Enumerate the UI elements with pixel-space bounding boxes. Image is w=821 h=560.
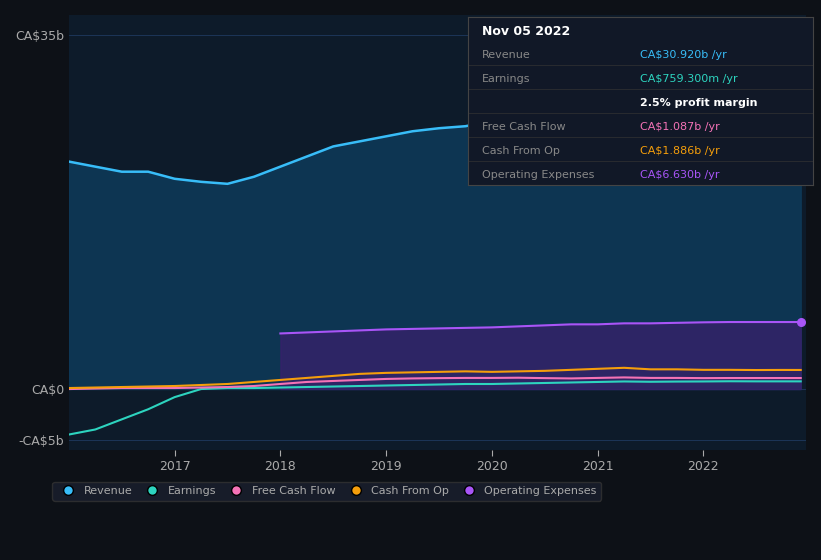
Point xyxy=(794,318,807,326)
Text: Earnings: Earnings xyxy=(482,74,530,84)
Text: Free Cash Flow: Free Cash Flow xyxy=(482,122,566,132)
Text: CA$1.087b /yr: CA$1.087b /yr xyxy=(640,122,720,132)
Text: CA$1.886b /yr: CA$1.886b /yr xyxy=(640,146,720,156)
Text: Cash From Op: Cash From Op xyxy=(482,146,560,156)
Text: CA$30.920b /yr: CA$30.920b /yr xyxy=(640,50,727,60)
Text: Nov 05 2022: Nov 05 2022 xyxy=(482,25,570,38)
Text: Operating Expenses: Operating Expenses xyxy=(482,170,594,180)
Text: Revenue: Revenue xyxy=(482,50,530,60)
Legend: Revenue, Earnings, Free Cash Flow, Cash From Op, Operating Expenses: Revenue, Earnings, Free Cash Flow, Cash … xyxy=(53,482,601,501)
Text: CA$759.300m /yr: CA$759.300m /yr xyxy=(640,74,738,84)
Text: CA$6.630b /yr: CA$6.630b /yr xyxy=(640,170,720,180)
Point xyxy=(794,72,807,81)
Text: 2.5% profit margin: 2.5% profit margin xyxy=(640,98,758,108)
